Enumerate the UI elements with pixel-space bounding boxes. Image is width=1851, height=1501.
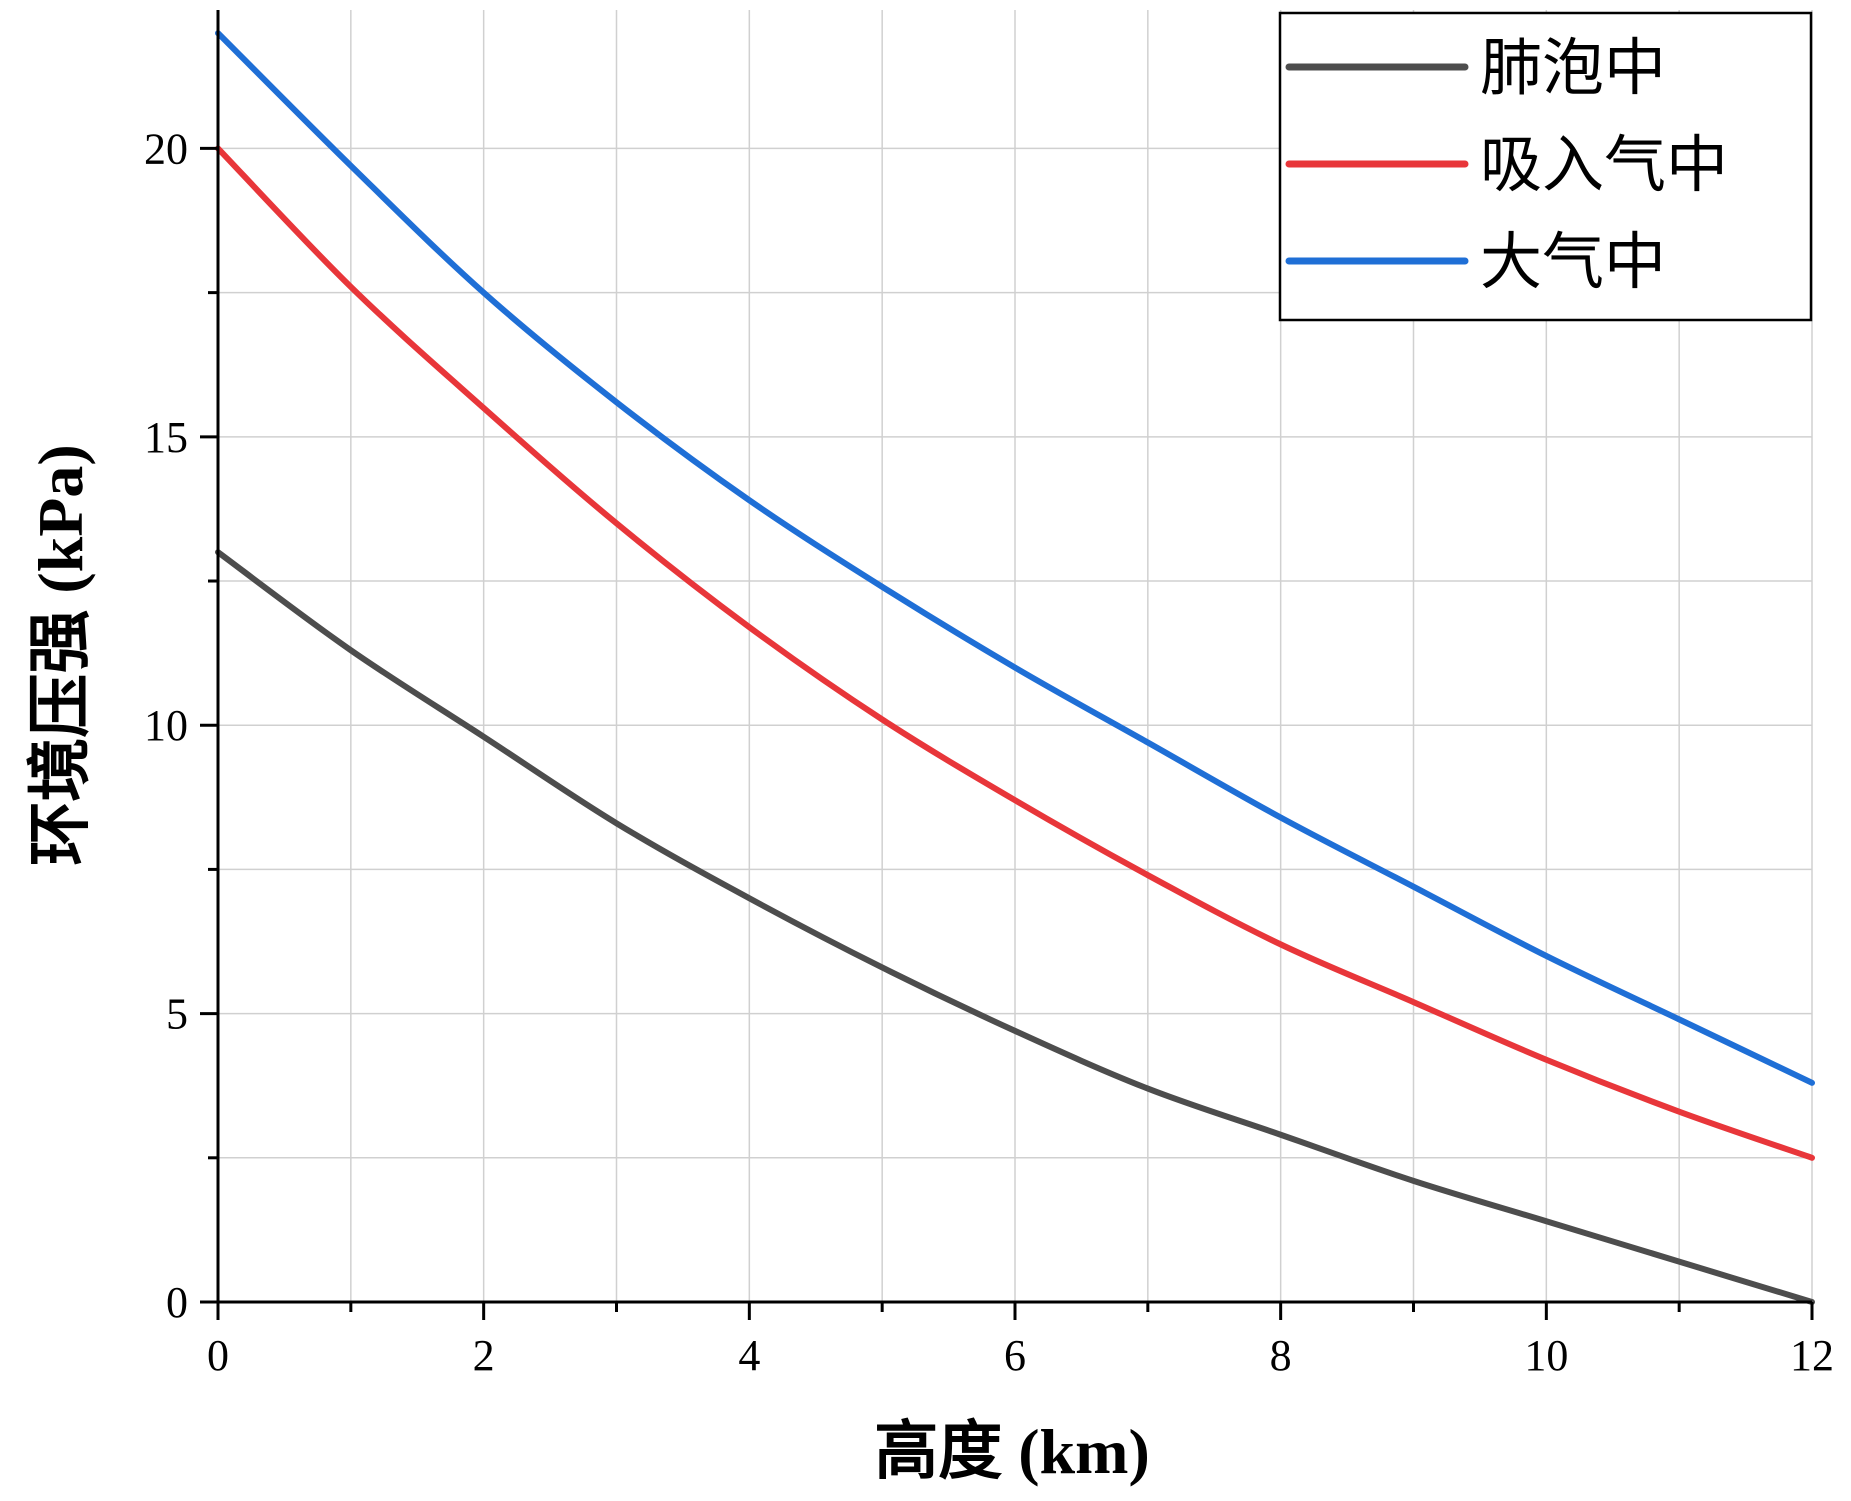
y-tick-label: 0 [166, 1278, 188, 1327]
x-tick-label: 4 [738, 1331, 760, 1380]
x-tick-label: 10 [1524, 1331, 1568, 1380]
legend-label-1: 肺泡中 [1480, 31, 1666, 104]
x-tick-label: 2 [473, 1331, 495, 1380]
y-tick-label: 20 [144, 124, 188, 173]
x-tick-label: 0 [207, 1331, 229, 1380]
y-tick-label: 10 [144, 701, 188, 750]
ticks: 0 2 4 6 8 10 12 0 5 10 15 20 [144, 124, 1834, 1380]
y-tick-label: 15 [144, 413, 188, 462]
x-tick-label: 6 [1004, 1331, 1026, 1380]
series-layer [215, 30, 1815, 1305]
x-tick-label: 8 [1270, 1331, 1292, 1380]
legend-label-3: 大气中 [1480, 225, 1666, 298]
legend-label-2: 吸入气中 [1480, 128, 1728, 201]
x-axis-title: 高度 (km) [874, 1416, 1150, 1487]
series-line-1 [215, 549, 1815, 1305]
y-axis-title: 环境压强 (kPa) [25, 444, 96, 865]
series-line-3 [215, 30, 1815, 1086]
y-tick-label: 5 [166, 990, 188, 1039]
x-tick-label: 12 [1790, 1331, 1834, 1380]
series-line-2 [215, 145, 1815, 1161]
